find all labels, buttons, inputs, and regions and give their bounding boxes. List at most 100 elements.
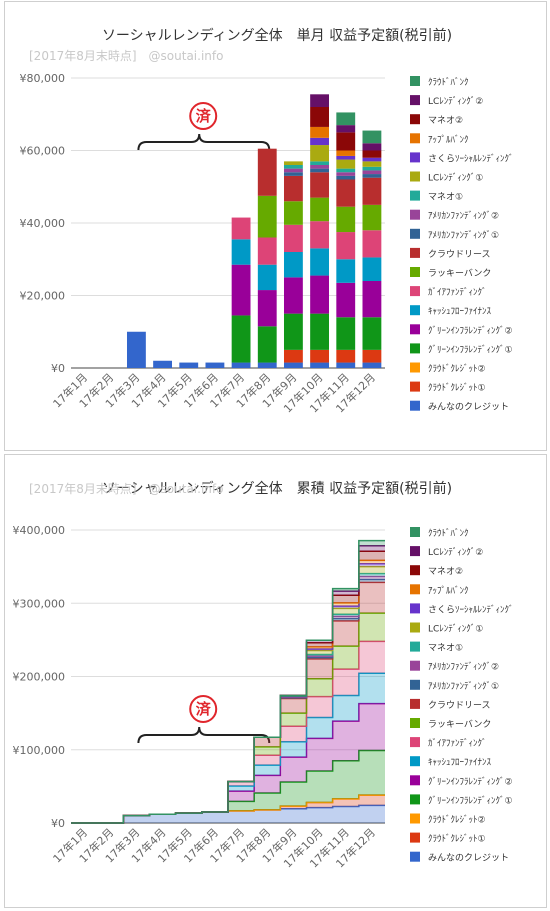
bar-segment [283, 313, 303, 350]
bar-segment [257, 195, 277, 238]
legend-swatch [410, 603, 420, 614]
legend-swatch [410, 851, 420, 862]
legend-label: ラッキーバンク [428, 719, 491, 730]
bar-segment [362, 170, 382, 175]
legend-label: ｷｬｯｼｭﾌﾛｰﾌｧｲﾅﾝｽ [428, 306, 492, 317]
legend-swatch [410, 546, 420, 557]
legend-label: LCﾚﾝﾃﾞｨﾝｸﾞ② [428, 547, 483, 558]
y-tick-label: ¥400,000 [13, 524, 66, 537]
bar-segment [283, 161, 303, 165]
legend-label: みんなのクレジット [428, 853, 509, 864]
bar-segment [362, 150, 382, 158]
bar-segment [336, 132, 356, 151]
bar-segment [362, 204, 382, 231]
legend-label: さくらｿｰｼｬﾙﾚﾝﾃﾞｨﾝｸﾞ [428, 153, 514, 164]
bar-segment [336, 125, 356, 133]
bar-segment [336, 175, 356, 180]
bar-segment [257, 264, 277, 291]
bar-segment [362, 166, 382, 171]
bar-segment [310, 145, 330, 162]
bar-segment [283, 168, 303, 173]
bar-segment [310, 94, 330, 107]
legend-label: ｸﾗｳﾄﾞｸﾚｼﾞｯﾄ① [428, 383, 486, 394]
bar-segment [310, 313, 330, 350]
bar-segment [336, 206, 356, 233]
bar-segment [362, 130, 382, 144]
bar-segment [362, 257, 382, 281]
y-tick-label: ¥0 [51, 362, 65, 375]
legend-swatch [410, 228, 420, 239]
legend-swatch [410, 324, 420, 335]
legend-swatch [410, 343, 420, 354]
bar-segment [283, 252, 303, 278]
bar-segment [126, 331, 146, 368]
y-tick-label: ¥0 [51, 817, 65, 830]
bar-segment [362, 174, 382, 178]
bar-segment [231, 264, 251, 316]
bar-segment [283, 175, 303, 202]
legend-label: マネオ① [428, 643, 463, 654]
bar-segment [310, 126, 330, 138]
legend-swatch [410, 286, 420, 297]
legend-label: ラッキーバンク [428, 268, 491, 279]
legend-swatch [410, 171, 420, 182]
bar-segment [257, 326, 277, 363]
legend-label: ｸﾗｳﾄﾞｸﾚｼﾞｯﾄ① [428, 834, 486, 845]
legend-label: さくらｿｰｼｬﾙﾚﾝﾃﾞｨﾝｸﾞ [428, 604, 514, 615]
legend-swatch [410, 641, 420, 652]
legend-label: ｷｬｯｼｭﾌﾛｰﾌｧｲﾅﾝｽ [428, 757, 492, 768]
bar-segment [231, 239, 251, 265]
chart-title: ソーシャルレンディング全体 単月 収益予定額(税引前) [102, 27, 452, 44]
legend-swatch [410, 660, 420, 671]
bar-segment [231, 217, 251, 240]
bar-segment [310, 275, 330, 314]
bar-segment [362, 143, 382, 151]
legend-swatch [410, 737, 420, 748]
legend-swatch [410, 114, 420, 125]
bar-segment [336, 179, 356, 207]
legend-label: ｱｯﾌﾟﾙﾊﾞﾝｸ [428, 134, 469, 145]
bar-segment [153, 360, 173, 368]
legend-swatch [410, 152, 420, 163]
bar-segment [336, 172, 356, 176]
bar-segment [257, 237, 277, 265]
legend-label: クラウドリース [428, 249, 491, 260]
bar-segment [310, 161, 330, 165]
bar-segment [336, 159, 356, 169]
bar-segment [362, 349, 382, 363]
bar-segment [283, 349, 303, 363]
legend-label: ｱｯﾌﾟﾙﾊﾞﾝｸ [428, 585, 469, 596]
legend-label: ｱﾒﾘｶﾝﾌｧﾝﾃﾞｨﾝｸﾞ② [428, 211, 499, 222]
legend-swatch [410, 381, 420, 392]
bar-segment [362, 177, 382, 205]
chart-subtitle: [2017年8月末時点] @soutai.info [29, 482, 223, 496]
legend-swatch [410, 190, 420, 201]
legend-swatch [410, 832, 420, 843]
stamp-label: 済 [196, 107, 212, 125]
legend-swatch [410, 362, 420, 373]
bar-segment [310, 168, 330, 173]
bar-segment [336, 259, 356, 283]
bar-segment [257, 290, 277, 327]
legend-label: LCﾚﾝﾃﾞｨﾝｸﾞ① [428, 624, 483, 635]
y-tick-label: ¥300,000 [13, 597, 66, 610]
stamp-label: 済 [196, 700, 212, 718]
legend-swatch [410, 267, 420, 277]
legend-label: ｸﾗｳﾄﾞｸﾚｼﾞｯﾄ② [428, 815, 486, 826]
legend-label: ｸﾞﾘｰﾝｲﾝﾌﾗﾚﾝﾃﾞｨﾝｸﾞ② [428, 776, 513, 787]
legend-swatch [410, 247, 420, 258]
bar-segment [310, 197, 330, 222]
bar-segment [310, 248, 330, 276]
legend-swatch [410, 584, 420, 595]
monthly-chart-panel: ソーシャルレンディング全体 単月 収益予定額(税引前) [2017年8月末時点] … [4, 1, 547, 451]
bar-segment [362, 362, 382, 368]
bar-segment [283, 277, 303, 314]
bar-segment [310, 107, 330, 127]
legend-label: クラウドリース [428, 700, 491, 711]
legend-label: LCﾚﾝﾃﾞｨﾝｸﾞ② [428, 96, 483, 107]
bar-segment [283, 201, 303, 225]
area-line [71, 539, 385, 824]
legend-swatch [410, 209, 420, 220]
bar-segment [336, 155, 356, 160]
stamp-circle [189, 102, 218, 130]
